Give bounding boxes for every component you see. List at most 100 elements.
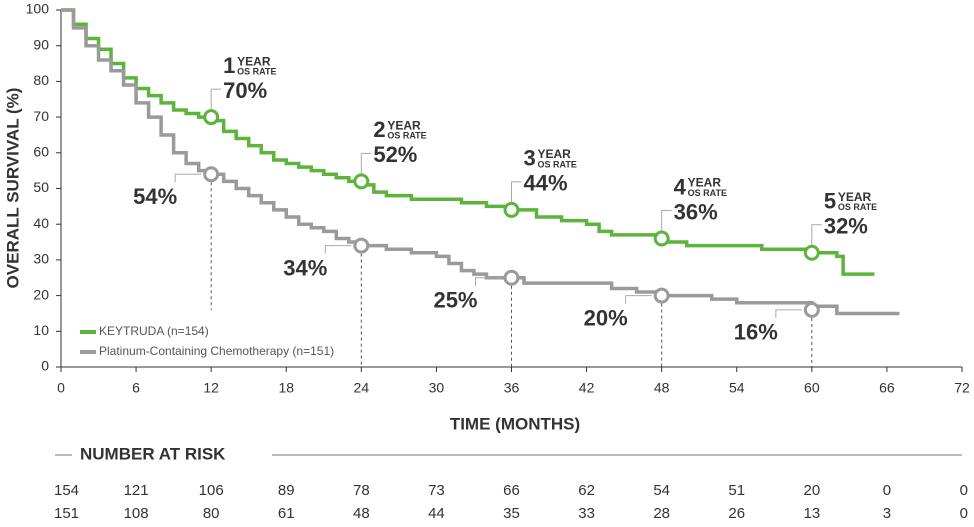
risk-count: 3 (883, 505, 891, 522)
connector (360, 152, 372, 174)
rate-label: 34% (283, 255, 327, 280)
risk-count: 51 (728, 482, 745, 499)
risk-count: 26 (728, 505, 745, 522)
risk-count: 61 (278, 505, 295, 522)
y-tick-label: 10 (33, 322, 49, 338)
connector (324, 245, 352, 254)
rate-label: 54% (133, 184, 177, 209)
survival-line (61, 8, 900, 316)
y-tick-label: 70 (33, 108, 49, 124)
year-number: 4 (674, 174, 687, 199)
year-number: 5 (824, 189, 836, 214)
legend-label: KEYTRUDA (n=154) (99, 324, 209, 338)
year-word: YEAR (838, 190, 872, 204)
x-tick-label: 24 (354, 380, 370, 396)
risk-count: 54 (653, 482, 670, 499)
connector (475, 277, 502, 286)
risk-count: 89 (278, 482, 295, 499)
x-tick-label: 12 (203, 380, 219, 396)
rate-marker (803, 244, 820, 261)
risk-count: 20 (803, 482, 820, 499)
x-axis-title: TIME (MONTHS) (450, 414, 580, 433)
y-tick-label: 30 (33, 251, 49, 267)
x-tick-label: 6 (132, 380, 140, 396)
x-tick-label: 48 (654, 380, 670, 396)
risk-count: 48 (353, 505, 370, 522)
rate-label: 52% (373, 142, 417, 167)
year-word: YEAR (538, 147, 572, 161)
x-tick-label: 42 (579, 380, 595, 396)
risk-title: NUMBER AT RISK (80, 444, 226, 463)
risk-count: 151 (54, 505, 79, 522)
rate-marker (803, 301, 820, 318)
risk-count: 28 (653, 505, 670, 522)
os-rate: OS RATE (838, 202, 877, 212)
rate-label: 44% (524, 171, 568, 196)
rate-marker (203, 166, 220, 183)
risk-count: 0 (960, 482, 968, 499)
os-rate: OS RATE (387, 131, 426, 141)
risk-count: 33 (578, 505, 595, 522)
rate-label: 16% (734, 320, 778, 345)
y-tick-label: 20 (33, 286, 49, 302)
risk-count: 154 (54, 482, 79, 499)
rate-marker (503, 201, 520, 218)
risk-count: 13 (803, 505, 820, 522)
y-tick-label: 60 (33, 144, 49, 160)
y-axis-title: OVERALL SURVIVAL (%) (3, 88, 22, 289)
rate-marker (353, 173, 370, 190)
year-number: 2 (373, 117, 385, 142)
rate-marker (503, 269, 520, 286)
rate-label: 32% (824, 214, 868, 239)
risk-count: 108 (124, 505, 149, 522)
os-rate: OS RATE (688, 188, 727, 198)
year-word: YEAR (688, 176, 722, 190)
connector (174, 173, 202, 183)
x-tick-label: 36 (504, 380, 520, 396)
y-tick-label: 90 (33, 36, 49, 52)
connector (511, 181, 522, 202)
legend-label: Platinum-Containing Chemotherapy (n=151) (99, 344, 334, 358)
survival-line (61, 8, 875, 276)
x-tick-label: 60 (804, 380, 820, 396)
rate-marker (653, 287, 670, 304)
risk-count: 35 (503, 505, 520, 522)
os-rate: OS RATE (237, 66, 276, 76)
rate-marker (653, 230, 670, 247)
x-tick-label: 66 (879, 380, 895, 396)
connector (210, 88, 222, 110)
os-rate: OS RATE (538, 159, 577, 169)
risk-count: 44 (428, 505, 445, 522)
risk-count: 0 (960, 505, 968, 522)
y-tick-label: 100 (26, 1, 50, 17)
x-tick-label: 54 (729, 380, 745, 396)
rate-label: 20% (584, 305, 628, 330)
rate-label: 36% (674, 199, 718, 224)
risk-count: 80 (203, 505, 220, 522)
x-tick-label: 18 (278, 380, 294, 396)
connector (775, 309, 802, 318)
x-tick-label: 0 (57, 380, 65, 396)
y-tick-label: 80 (33, 72, 49, 88)
y-tick-label: 40 (33, 215, 49, 231)
year-number: 3 (524, 146, 536, 171)
risk-count: 121 (124, 482, 149, 499)
rate-label: 70% (223, 78, 267, 103)
connector (625, 295, 652, 304)
rate-marker (203, 109, 220, 126)
connector (811, 224, 822, 245)
risk-count: 0 (883, 482, 891, 499)
risk-count: 73 (428, 482, 445, 499)
y-tick-label: 50 (33, 179, 49, 195)
year-word: YEAR (387, 119, 421, 133)
x-tick-label: 72 (954, 380, 970, 396)
risk-count: 78 (353, 482, 370, 499)
y-tick-label: 0 (41, 358, 49, 374)
connector (661, 209, 672, 231)
risk-count: 66 (503, 482, 520, 499)
year-number: 1 (223, 53, 235, 78)
risk-count: 106 (199, 482, 224, 499)
x-tick-label: 30 (429, 380, 445, 396)
rate-label: 25% (433, 288, 477, 313)
